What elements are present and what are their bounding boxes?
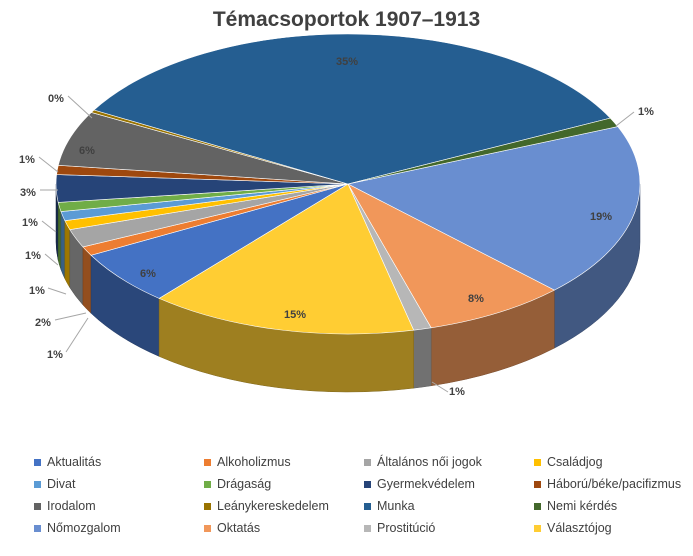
- legend-swatch: [204, 458, 211, 466]
- data-label-oktatas: 8%: [468, 293, 484, 305]
- data-label-nemi-kerdes: 1%: [638, 106, 654, 118]
- data-label-nomozgalom: 19%: [590, 211, 612, 223]
- legend-label: Nőmozgalom: [47, 521, 121, 535]
- leader-line-altalanos-noi-jogok: [54, 312, 87, 321]
- pie-side-prostitucio: [413, 327, 432, 389]
- legend-label: Gyermekvédelem: [377, 477, 475, 491]
- legend-item-gyermekvedelem: Gyermekvédelem: [364, 477, 534, 491]
- legend-label: Családjog: [547, 455, 603, 469]
- legend-label: Drágaság: [217, 477, 272, 491]
- data-label-valasztojog: 15%: [284, 309, 306, 321]
- data-label-leanykereskedelem: 0%: [48, 93, 64, 105]
- legend-item-aktualitas: Aktualitás: [34, 455, 204, 469]
- pie-side-alkoholizmus: [82, 246, 92, 314]
- data-label-dragasag: 1%: [22, 217, 38, 229]
- leader-line-dragasag: [41, 220, 57, 233]
- pie-side-divat: [60, 211, 66, 279]
- legend: Aktualitás Alkoholizmus Általános női jogo…: [34, 455, 684, 535]
- chart-title: Témacsoportok 1907–1913: [212, 8, 481, 31]
- pie-slice-nomozgalom: [347, 126, 641, 291]
- leader-line-leanykereskedelem: [67, 95, 93, 119]
- legend-swatch: [534, 502, 541, 510]
- legend-label: Irodalom: [47, 499, 96, 513]
- legend-label: Leánykereskedelem: [217, 499, 329, 513]
- legend-label: Választójog: [547, 521, 612, 535]
- legend-label: Általános női jogok: [377, 455, 482, 469]
- legend-swatch: [364, 458, 371, 466]
- data-label-haboru-beke-pacifizmus: 1%: [19, 154, 35, 166]
- legend-swatch: [34, 480, 41, 488]
- legend-item-nomozgalom: Nőmozgalom: [34, 521, 204, 535]
- legend-item-valasztojog: Választójog: [534, 521, 684, 535]
- legend-label: Nemi kérdés: [547, 499, 618, 513]
- data-label-gyermekvedelem: 3%: [20, 187, 36, 199]
- pie-slice-munka: [93, 33, 611, 185]
- legend-swatch: [534, 458, 541, 466]
- pie-slice-valasztojog: [158, 183, 415, 335]
- legend-item-alkoholizmus: Alkoholizmus: [204, 455, 364, 469]
- pie-chart: 6% 1% 2% 1% 1% 1% 3% 1% 6% 0% 35% 1% 19% 8% 1% 15%: [19, 33, 654, 398]
- legend-swatch: [204, 502, 211, 510]
- pie-side-csaladjog: [64, 220, 71, 289]
- data-label-alkoholizmus: 1%: [47, 349, 63, 361]
- legend-swatch: [34, 458, 41, 466]
- legend-label: Divat: [47, 477, 76, 491]
- legend-item-prostitucio: Prostitúció: [364, 521, 534, 535]
- data-label-divat: 1%: [25, 250, 41, 262]
- data-label-prostitucio: 1%: [449, 386, 465, 398]
- legend-item-divat: Divat: [34, 477, 204, 491]
- leader-line-prostitucio: [431, 381, 449, 393]
- legend-label: Oktatás: [217, 521, 261, 535]
- legend-item-leanykereskedelem: Leánykereskedelem: [204, 499, 364, 513]
- leader-line-haboru-beke-pacifizmus: [38, 156, 59, 173]
- legend-swatch: [364, 524, 371, 532]
- data-label-altalanos-noi-jogok: 2%: [35, 317, 51, 329]
- data-label-aktualitas: 6%: [140, 268, 156, 280]
- legend-swatch: [34, 524, 41, 532]
- legend-swatch: [364, 480, 371, 488]
- legend-item-irodalom: Irodalom: [34, 499, 204, 513]
- legend-label: Aktualitás: [47, 455, 102, 469]
- leader-line-nemi-kerdes: [615, 111, 635, 127]
- data-label-munka: 35%: [336, 56, 358, 68]
- legend-swatch: [34, 502, 41, 510]
- legend-swatch: [204, 524, 211, 532]
- legend-label: Alkoholizmus: [217, 455, 291, 469]
- legend-item-nemi-kerdes: Nemi kérdés: [534, 499, 684, 513]
- leader-line-divat: [44, 253, 59, 266]
- legend-label: Prostitúció: [377, 521, 436, 535]
- pie-side-dragasag: [57, 202, 62, 270]
- legend-swatch: [204, 480, 211, 488]
- legend-label: Háború/béke/pacifizmus: [547, 477, 682, 491]
- leader-line-alkoholizmus: [65, 317, 89, 353]
- data-label-irodalom: 6%: [79, 145, 95, 157]
- leader-line-csaladjog: [47, 287, 67, 295]
- legend-swatch: [534, 524, 541, 532]
- legend-item-csaladjog: Családjog: [534, 455, 684, 469]
- legend-swatch: [364, 502, 371, 510]
- legend-item-munka: Munka: [364, 499, 534, 513]
- data-label-csaladjog: 1%: [29, 285, 45, 297]
- legend-item-altalanos-noi-jogok: Általános női jogok: [364, 455, 534, 469]
- legend-item-oktatas: Oktatás: [204, 521, 364, 535]
- legend-item-dragasag: Drágaság: [204, 477, 364, 491]
- pie-slice-nemi-kerdes: [347, 117, 619, 185]
- legend-item-haboru-beke-pacifizmus: Háború/béke/pacifizmus: [534, 477, 684, 491]
- legend-swatch: [534, 480, 541, 488]
- pie-slice-oktatas: [347, 183, 556, 329]
- legend-label: Munka: [377, 499, 415, 513]
